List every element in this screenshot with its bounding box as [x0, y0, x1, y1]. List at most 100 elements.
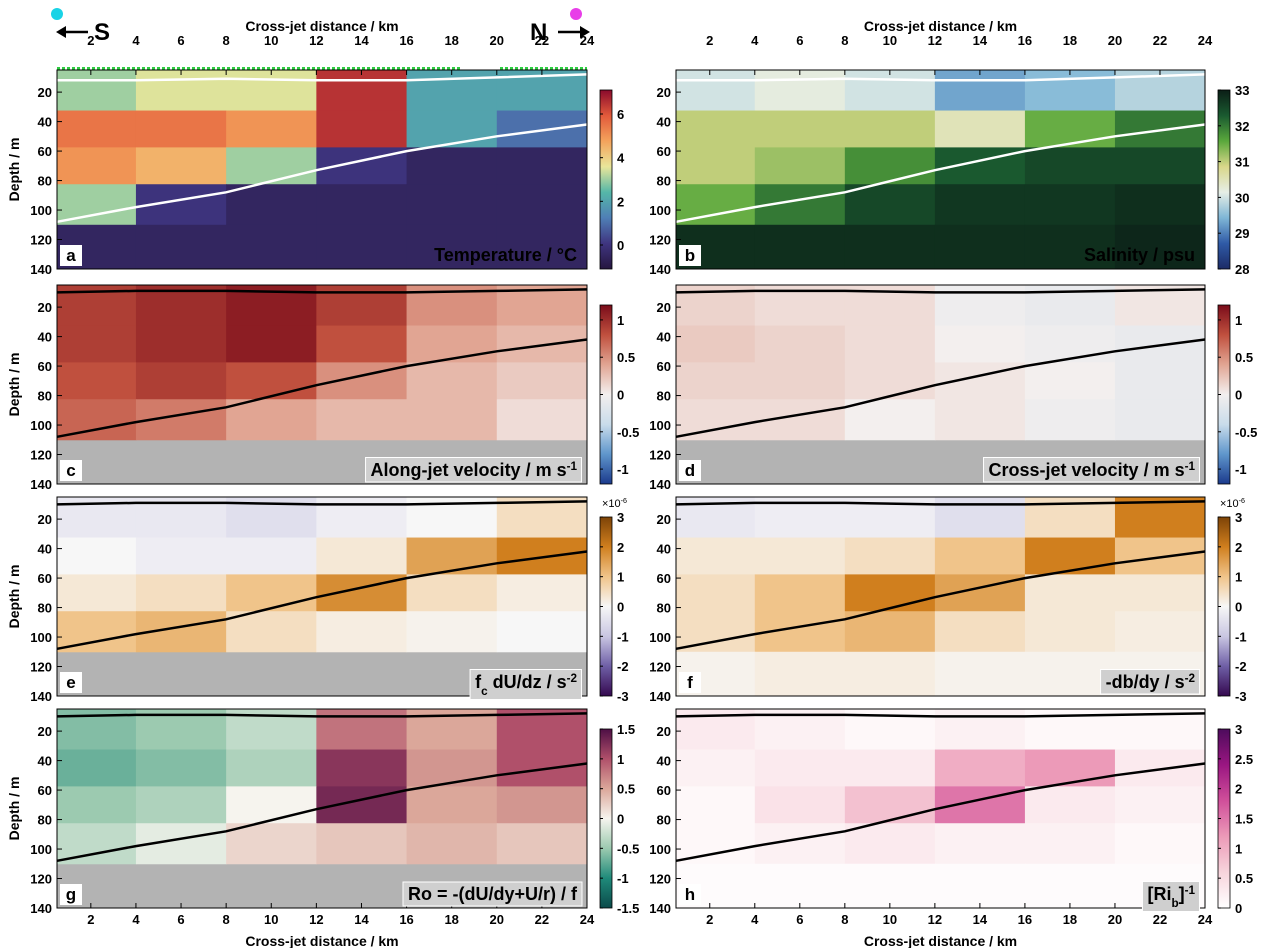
- cell: [1024, 611, 1116, 653]
- cell: [1114, 611, 1206, 653]
- y-axis-title: Depth / m: [6, 353, 22, 417]
- cell: [1024, 574, 1116, 612]
- x-tick-label: 20: [1108, 912, 1122, 927]
- cell: [934, 537, 1026, 575]
- cell: [57, 786, 137, 824]
- cell: [496, 224, 588, 270]
- colorbar-tick-label: 0: [1235, 901, 1242, 916]
- cell: [226, 110, 317, 148]
- y-tick-label: 60: [657, 144, 671, 159]
- cell: [57, 325, 137, 363]
- colorbar-tick-label: -0.5: [617, 425, 639, 440]
- cell: [226, 574, 317, 612]
- cell: [844, 863, 936, 909]
- y-tick-label: 40: [38, 115, 52, 130]
- cell: [406, 574, 498, 612]
- panel: 20 40 60 80 100 120 140 -3 -2 -1 0 1 2 3×10-6 -db/dy /…: [649, 496, 1247, 704]
- panel-label-box: [365, 457, 582, 483]
- cell: [406, 362, 498, 400]
- contour-line: [675, 338, 1206, 439]
- colorbar-tick-label: 30: [1235, 190, 1249, 205]
- colorbar-tick-label: 1: [617, 313, 624, 328]
- x-tick-label: 20: [1108, 33, 1122, 48]
- y-tick-label: 20: [38, 300, 52, 315]
- cell: [406, 399, 498, 441]
- cell: [1024, 325, 1116, 363]
- x-tick-label: 16: [1018, 912, 1032, 927]
- x-tick-label: 22: [535, 912, 549, 927]
- colorbar-tick-label: -3: [617, 689, 629, 704]
- panel-label: Ro = -(dU/dy+U/r) / f: [408, 884, 578, 904]
- y-tick-label: 100: [649, 630, 671, 645]
- contour-line: [56, 288, 588, 294]
- colorbar-tick-label: -0.5: [617, 841, 639, 856]
- x-tick-label: 22: [1153, 33, 1167, 48]
- cell: [676, 147, 756, 185]
- panel-label-part: ]: [1179, 884, 1185, 904]
- cell: [1024, 863, 1116, 909]
- contour-line: [675, 500, 1206, 506]
- cell: [844, 749, 936, 787]
- x-tick-label: 12: [928, 912, 942, 927]
- colorbar-tick-label: 0.5: [617, 350, 635, 365]
- panel-label-part: Ro = -(dU/dy+U/r) / f: [408, 884, 578, 904]
- colorbar-tick-label: 2: [617, 194, 624, 209]
- cell: [316, 537, 408, 575]
- panel-label-part: Salinity / psu: [1084, 245, 1195, 265]
- plot-frame: [675, 496, 1206, 697]
- colorbar-tick-label: -2: [1235, 659, 1247, 674]
- y-tick-label: 120: [30, 872, 52, 887]
- panel-letter: c: [66, 461, 75, 480]
- panel-label-part: -1: [567, 460, 578, 473]
- cell: [1114, 184, 1206, 226]
- colorbar-tick-label: 33: [1235, 83, 1249, 98]
- panel-label-part: [Ri: [1147, 884, 1171, 904]
- panel-label: Salinity / psu: [1084, 245, 1195, 265]
- colorbar: [1217, 89, 1231, 270]
- cell: [844, 325, 936, 363]
- y-tick-label: 60: [38, 359, 52, 374]
- y-tick-label: 40: [657, 754, 671, 769]
- colorbar-exponent: ×10-6: [602, 497, 627, 510]
- panel-letter: g: [66, 885, 76, 904]
- cell: [496, 574, 588, 612]
- cell: [406, 537, 498, 575]
- y-tick-label: 100: [30, 630, 52, 645]
- cell: [676, 537, 756, 575]
- cell: [676, 325, 756, 363]
- cell: [676, 110, 756, 148]
- x-tick-label: 20: [490, 912, 504, 927]
- cell: [1024, 749, 1116, 787]
- cell: [754, 147, 846, 185]
- colorbar-tick-label: 1.5: [617, 722, 635, 737]
- x-axis-title: Cross-jet distance / km: [245, 18, 398, 34]
- cell: [226, 325, 317, 363]
- y-tick-label: 20: [38, 85, 52, 100]
- colorbar-tick-label: 1: [617, 570, 624, 585]
- colorbar-tick-label: 1: [1235, 313, 1242, 328]
- y-tick-label: 60: [657, 571, 671, 586]
- panel-label: Cross-jet velocity / m s-1: [989, 460, 1196, 481]
- cell: [844, 574, 936, 612]
- colorbar-tick-label: 0.5: [1235, 871, 1253, 886]
- south-arrowhead: [56, 26, 66, 38]
- colorbar-tick-label: 3: [1235, 722, 1242, 737]
- contour-line: [675, 550, 1206, 651]
- colorbar-tick-label: 4: [617, 151, 625, 166]
- y-tick-label: 120: [30, 233, 52, 248]
- cell: [226, 362, 317, 400]
- colorbar-tick-label: 2.5: [1235, 752, 1253, 767]
- plot-frame: [675, 69, 1206, 270]
- x-tick-label: 2: [87, 33, 94, 48]
- cell: [135, 537, 227, 575]
- y-tick-label: 140: [649, 477, 671, 492]
- cell: [844, 611, 936, 653]
- y-tick-label: 80: [657, 174, 671, 189]
- cell: [1024, 224, 1116, 270]
- panel-letter-box: [60, 672, 82, 693]
- y-tick-label: 100: [649, 842, 671, 857]
- x-tick-label: 12: [928, 33, 942, 48]
- panel-letter-box: [60, 460, 82, 481]
